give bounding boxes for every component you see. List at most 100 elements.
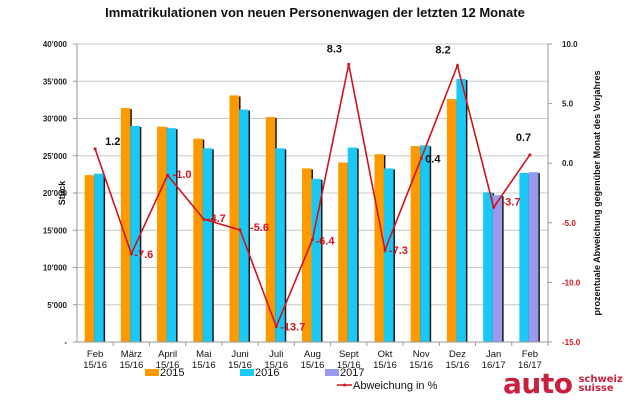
x-tick-label: Mai [196,349,211,360]
x-tick-label: Juli [269,349,283,360]
x-tick-label-sub: 15/16 [446,360,470,371]
x-tick-label: Juni [231,349,248,360]
deviation-point [129,252,133,256]
x-tick-label-sub: 15/16 [409,360,433,371]
x-tick-label: Sept [339,349,359,360]
legend-label-2016: 2016 [255,367,279,379]
x-tick-label: Feb [87,349,103,360]
deviation-data-label: 0.4 [425,153,441,165]
x-tick-label: Nov [413,349,430,360]
bar-2016 [311,178,321,342]
deviation-data-label: -7.3 [389,245,408,257]
deviation-point [166,173,170,177]
x-tick-label-sub: 15/16 [192,360,216,371]
x-tick-label: April [158,349,177,360]
deviation-data-label: -7.6 [134,249,153,261]
x-tick-label-sub: 15/16 [337,360,361,371]
legend-label-2017: 2017 [340,367,364,379]
y-tick-label: 35'000 [43,77,68,86]
bar-2015 [410,146,421,342]
deviation-data-label: -5.6 [250,222,269,234]
y-tick-label: 15'000 [43,226,68,235]
bar-2016 [166,128,177,342]
bar-2016 [383,168,394,342]
bar-2015 [84,175,95,342]
bar-2017 [528,172,539,342]
deviation-data-label: -1.0 [173,169,192,181]
deviation-data-label: -3.7 [502,196,521,208]
bar-2015 [374,154,384,342]
deviation-data-label: -6.4 [316,235,336,247]
bar-2016 [275,148,285,342]
legend-swatch-marker [343,383,346,387]
y2-tick-label: 10.0 [562,40,578,49]
bar-2015 [120,108,131,342]
logo-line2: suisse [578,383,614,394]
x-tick-label-sub: 15/16 [301,360,325,371]
bar-2016 [483,192,493,342]
deviation-point [419,156,423,160]
y-tick-label: 10'000 [43,264,68,273]
y-tick-label: 25'000 [43,152,68,161]
deviation-data-label: -13.7 [280,322,305,334]
bar-2017 [492,195,503,342]
deviation-data-label: 8.2 [435,44,450,56]
legend-swatch-2017 [325,369,339,376]
legend-label-2015: 2015 [160,367,184,379]
y-tick-label: 5'000 [47,301,67,310]
deviation-point [347,62,351,66]
y2-tick-label: -5.0 [562,219,576,228]
y2-tick-label: -15.0 [562,338,581,347]
x-tick-label-sub: 15/16 [83,360,107,371]
bar-2016 [456,79,466,342]
deviation-point [383,248,387,252]
bar-2015 [157,126,167,342]
deviation-data-label: 0.7 [516,132,531,144]
deviation-point [311,237,314,241]
deviation-point [528,153,532,157]
bar-2015 [338,162,348,342]
y-axis-title: Stück [57,180,67,206]
bar-2015 [193,138,203,342]
bar-2015 [446,99,457,342]
x-tick-label: Jan [486,349,501,360]
deviation-data-label: -4.7 [207,213,226,225]
x-tick-label-sub: 15/16 [264,360,288,371]
bar-2016 [94,173,104,342]
x-tick-label: Feb [522,349,538,360]
bar-2015 [265,117,276,342]
bar-2016 [420,145,430,342]
legend-swatch-2016 [240,369,254,376]
deviation-data-label: 1.2 [105,136,120,148]
deviation-data-label: 8.3 [327,43,342,55]
x-tick-label-sub: 15/16 [228,360,252,371]
y2-tick-label: 5.0 [562,100,574,109]
auto-schweiz-logo: auto schweiz suisse [503,370,623,398]
x-tick-label-sub: 15/16 [119,360,143,371]
bar-2015 [229,95,240,342]
deviation-point [93,147,97,151]
x-tick-label-sub: 15/16 [156,360,180,371]
deviation-point [492,205,496,209]
deviation-point [455,63,459,67]
bar-2016 [130,125,140,342]
x-tick-label-sub: 15/16 [373,360,397,371]
legend-label-line: Abweichung in % [353,380,438,392]
bar-2016 [202,148,213,342]
y-tick-label: 30'000 [43,115,68,124]
deviation-point [274,325,278,329]
logo-main: auto [503,367,573,400]
deviation-point [202,217,206,221]
y-tick-label: 40'000 [43,40,68,49]
legend-swatch-2015 [145,369,159,376]
y2-tick-label: -10.0 [562,278,581,287]
y-tick-label: 20'000 [43,189,68,198]
chart-title: Immatrikulationen von neuen Personenwage… [105,5,525,20]
x-tick-label: März [121,349,142,360]
bar-2016 [239,109,249,342]
x-tick-label-sub: 16/17 [482,360,506,371]
deviation-point [238,228,242,232]
y-tick-label: - [64,338,67,347]
bar-2016 [519,172,529,342]
